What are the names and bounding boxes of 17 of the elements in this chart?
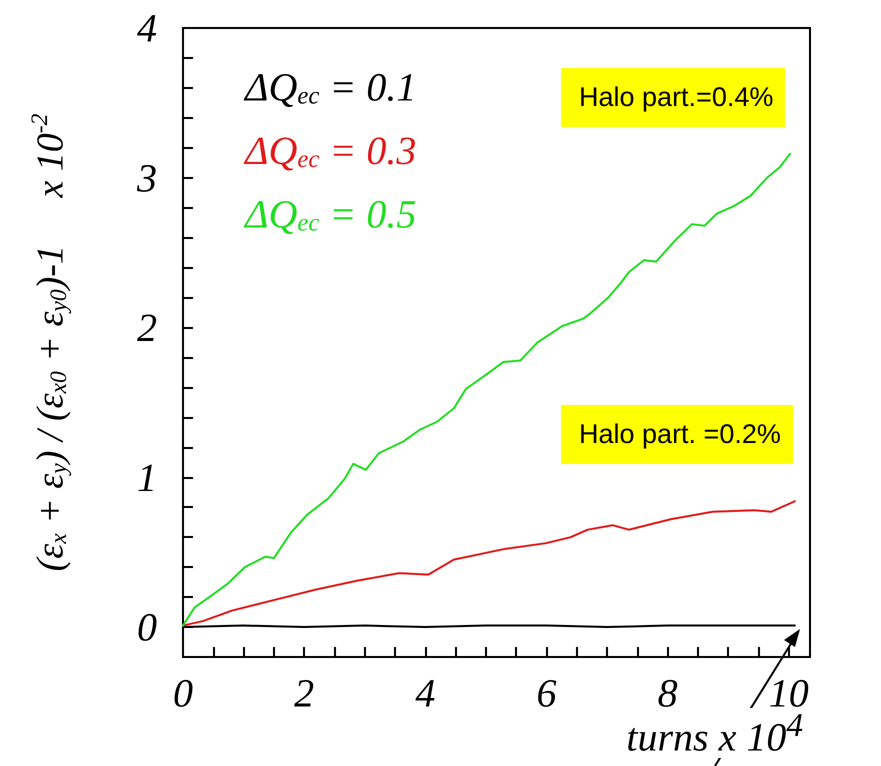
x-axis-title: turns x 10$^{4}$: [624, 707, 805, 760]
annotation: Halo part.=0.4%: [561, 68, 786, 127]
text: ΔQec = 0.5: [243, 192, 416, 236]
x-tick-label: 0: [173, 670, 193, 716]
y-tick-label: 3: [136, 155, 157, 200]
y-tick-label: 0: [137, 604, 157, 650]
line-series: [182, 500, 796, 627]
y-tick-label: 4: [137, 6, 157, 50]
text: ΔQec = 0.3: [243, 128, 416, 173]
x-tick-label: 4: [415, 670, 436, 716]
text: (εx + εy) / (εx0 + εy0)-1 x 10-2: [27, 114, 72, 572]
y-tick-label: 1: [137, 454, 157, 500]
x-tick-label: 6: [536, 670, 556, 716]
annotation: Halo part. =0.2%: [561, 405, 793, 464]
x-tick-label: 2: [294, 670, 314, 716]
y-tick-label: 2: [137, 305, 157, 350]
text: ΔQec = 0.1: [243, 64, 416, 110]
